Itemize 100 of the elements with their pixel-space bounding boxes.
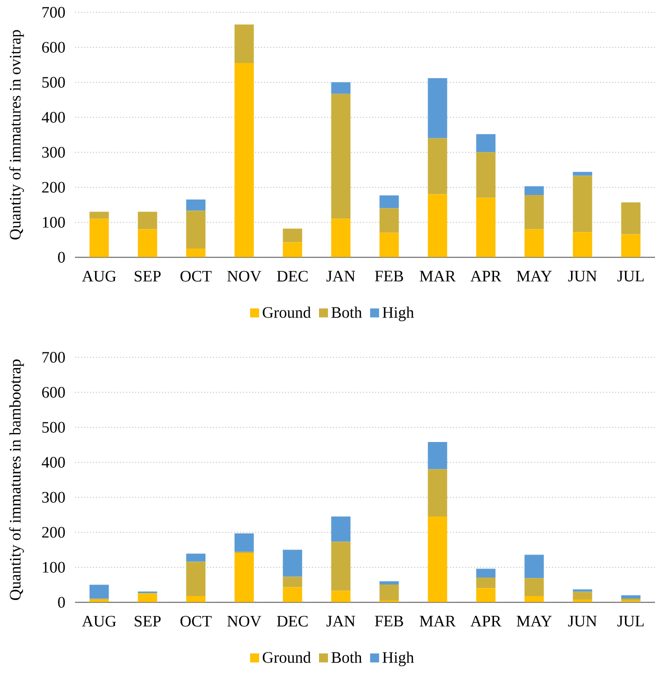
bar: [428, 442, 448, 470]
y-tick-label: 600: [42, 42, 65, 53]
y-tick-label: 400: [42, 112, 65, 123]
x-tick-label: JAN: [326, 616, 356, 627]
bar: [282, 550, 302, 577]
x-tick-label: NOV: [227, 616, 262, 627]
bar: [476, 588, 496, 602]
y-tick-label: 200: [42, 526, 65, 538]
x-tick-label: SEP: [134, 616, 161, 627]
bar: [621, 202, 640, 234]
legend-label: Both: [331, 652, 362, 663]
bar: [524, 554, 544, 578]
legend-label: High: [382, 306, 414, 322]
legend-label: Ground: [262, 652, 311, 663]
bar: [428, 516, 448, 602]
bar: [331, 590, 350, 602]
bar: [331, 218, 350, 258]
bar: [428, 469, 448, 517]
legend-label: Both: [331, 306, 362, 318]
x-tick-label: JAN: [326, 270, 356, 282]
x-tick-label: SEP: [134, 270, 161, 282]
bar: [331, 82, 350, 94]
x-tick-label: APR: [470, 270, 502, 282]
bar: [138, 212, 158, 230]
bar: [428, 78, 448, 138]
bar: [380, 584, 399, 601]
x-tick-label: DEC: [276, 270, 308, 282]
y-tick-label: 700: [42, 352, 65, 363]
y-tick-label: 500: [42, 76, 65, 88]
bar: [90, 599, 109, 602]
bar: [380, 232, 399, 258]
bar: [476, 152, 496, 198]
bar: [572, 232, 592, 258]
bar: [234, 63, 254, 258]
bar: [331, 516, 350, 542]
bar: [621, 234, 640, 258]
bar: [331, 542, 350, 591]
y-tick-label: 700: [42, 6, 65, 18]
x-tick-label: JUN: [568, 270, 597, 282]
y-tick-label: 400: [42, 456, 65, 468]
bar: [186, 210, 206, 249]
bar: [621, 595, 640, 598]
y-tick-label: 200: [42, 182, 65, 193]
x-tick-label: MAR: [420, 270, 456, 282]
x-tick-label: MAY: [516, 270, 552, 282]
bar: [524, 578, 544, 596]
x-tick-label: AUG: [82, 616, 116, 627]
y-tick-label: 300: [42, 146, 65, 158]
bar: [186, 248, 206, 258]
x-tick-label: AUG: [82, 270, 116, 282]
bar: [282, 228, 302, 242]
bar: [524, 596, 544, 602]
bar: [476, 198, 496, 258]
bar: [428, 194, 448, 258]
bar: [524, 186, 544, 195]
legend-label: High: [382, 652, 414, 666]
bar: [572, 592, 592, 600]
x-tick-label: MAR: [420, 616, 456, 626]
bar: [282, 242, 302, 258]
bar: [380, 195, 399, 208]
bar: [572, 176, 592, 232]
y-tick-label: 0: [58, 596, 65, 608]
bar: [524, 195, 544, 230]
bar: [428, 138, 448, 194]
x-tick-label: JUN: [568, 616, 597, 626]
bar: [621, 598, 640, 601]
x-tick-label: FEB: [374, 616, 404, 626]
bar: [186, 596, 206, 602]
bar: [572, 589, 592, 592]
bar: [476, 134, 496, 152]
x-tick-label: FEB: [374, 270, 404, 282]
x-tick-label: JUL: [617, 616, 644, 626]
bar: [186, 200, 206, 211]
x-tick-label: OCT: [180, 616, 212, 627]
bar: [186, 562, 206, 596]
bar: [380, 208, 399, 233]
bar: [90, 584, 109, 599]
x-tick-label: DEC: [276, 616, 308, 627]
bar: [331, 94, 350, 219]
y-axis-title: Quantity of immatures in bambootrap: [9, 360, 24, 600]
bar: [282, 587, 302, 602]
bar: [138, 229, 158, 258]
bar: [138, 593, 158, 602]
bar: [476, 568, 496, 578]
bar: [572, 172, 592, 176]
y-tick-label: 600: [42, 386, 65, 398]
bar: [234, 24, 254, 64]
bar: [90, 212, 109, 219]
bar: [524, 229, 544, 258]
y-axis-title: Quantity of immatures in ovitrap: [9, 30, 24, 240]
bar: [234, 552, 254, 602]
y-tick-label: 100: [42, 216, 65, 228]
legend-label: Ground: [262, 306, 311, 318]
bar: [380, 581, 399, 584]
y-tick-label: 300: [42, 492, 65, 503]
x-tick-label: NOV: [227, 270, 262, 282]
x-tick-label: JUL: [617, 270, 644, 282]
bar: [476, 577, 496, 588]
x-tick-label: MAY: [516, 616, 552, 626]
bar: [234, 533, 254, 552]
